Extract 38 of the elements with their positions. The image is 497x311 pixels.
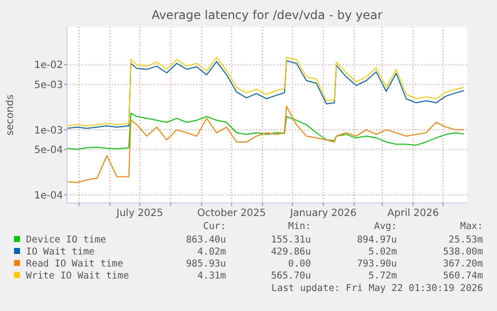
- text: Last update: Fri May 22 01:30:19 2026: [271, 283, 484, 294]
- x-tick-label: January 2026: [289, 208, 357, 219]
- legend-label: IO Wait time: [26, 246, 95, 258]
- x-tick-label: April 2026: [387, 208, 439, 219]
- text: 863.40u: [186, 234, 226, 246]
- text: 4.02m: [197, 246, 226, 258]
- text: 25.53m: [448, 234, 484, 246]
- text: Min:: [288, 221, 311, 232]
- text: Avg:: [374, 221, 397, 232]
- y-tick-label: 1e-04: [34, 190, 63, 202]
- text: Cur:: [203, 221, 226, 232]
- x-tick-label: October 2025: [197, 208, 266, 219]
- chart-title: Average latency for /dev/vda - by year: [152, 8, 382, 22]
- text: 0.00: [288, 258, 312, 270]
- y-axis-title: seconds: [5, 94, 16, 136]
- y-tick-label: 5e-04: [34, 144, 63, 156]
- text: 894.97u: [356, 234, 397, 246]
- text: 155.31u: [270, 234, 311, 246]
- legend-label: Device IO time: [26, 234, 106, 246]
- text: 793.90u: [356, 258, 397, 270]
- text: 985.93u: [186, 258, 226, 270]
- line-series: [66, 106, 465, 183]
- y-tick-label: 1e-02: [34, 60, 63, 72]
- line-series: [66, 112, 465, 150]
- text: 5.72m: [368, 270, 398, 282]
- text: 4.31m: [197, 270, 226, 282]
- text: 367.20m: [442, 258, 484, 270]
- x-tick-label: July 2025: [116, 208, 164, 219]
- text: Max:: [460, 221, 483, 232]
- text: 565.70u: [270, 270, 311, 282]
- text: 560.74m: [442, 270, 484, 282]
- y-tick-label: 1e-03: [34, 125, 63, 136]
- text: 5.02m: [368, 246, 398, 258]
- text: 429.86u: [270, 246, 311, 258]
- text: 538.00m: [442, 246, 484, 258]
- legend-label: Read IO Wait time: [26, 258, 124, 270]
- legend-label: Write IO Wait time: [26, 270, 130, 282]
- y-tick-label: 5e-03: [34, 80, 63, 91]
